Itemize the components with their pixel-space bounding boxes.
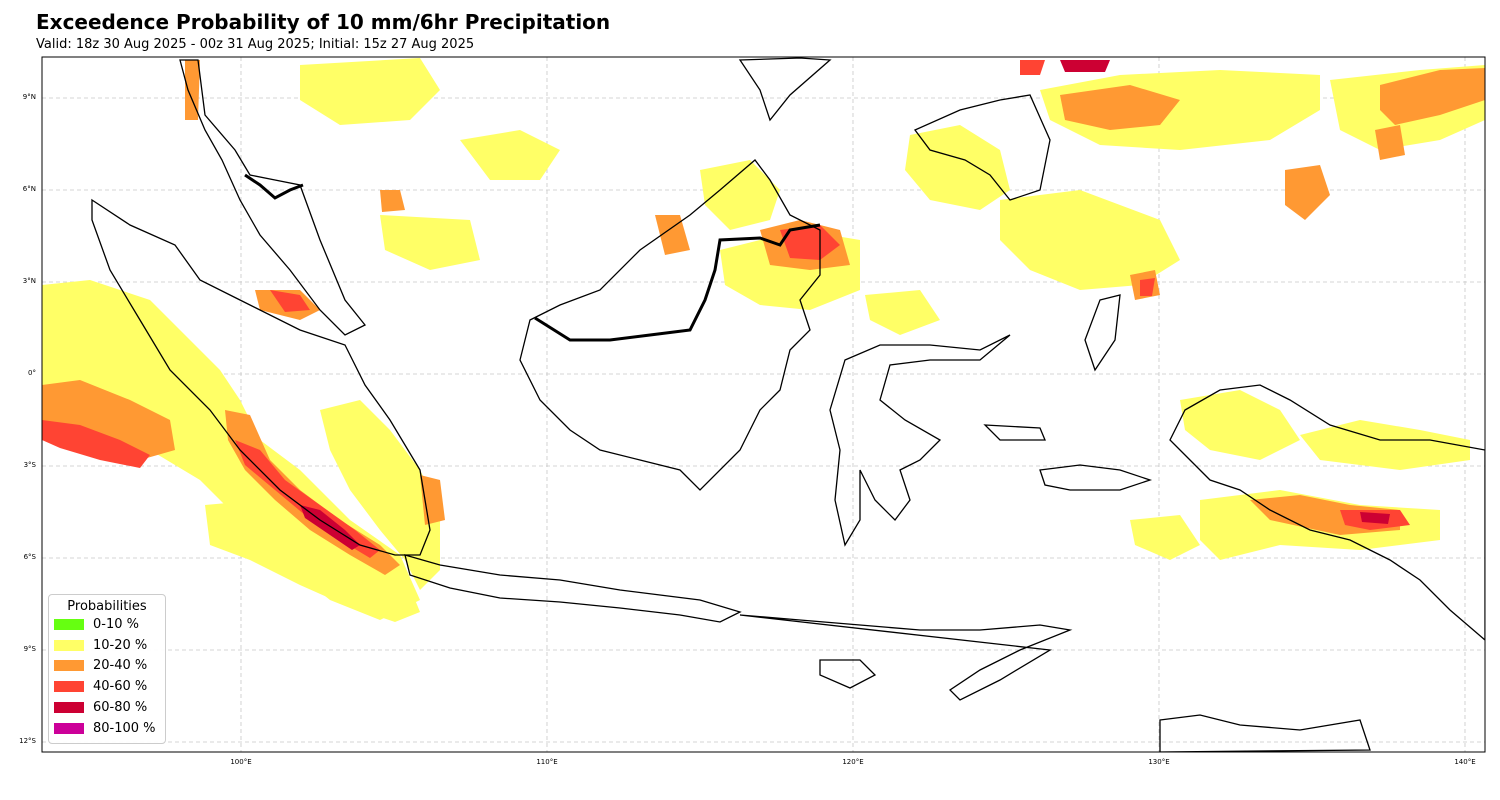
prob-area-10-20 (905, 125, 1010, 210)
border-thailand-malaysia (244, 173, 304, 200)
legend-item: 80-100 % (49, 718, 165, 739)
prob-area-10-20 (300, 58, 440, 125)
legend-label: 10-20 % (93, 637, 148, 653)
coastline-sulawesi (829, 334, 1011, 547)
legend-swatch (54, 681, 84, 693)
legend-swatch (54, 722, 84, 734)
coastline-malay-peninsula (179, 59, 367, 336)
prob-area-40-60 (235, 440, 380, 558)
lon-label-110e: 110°E (536, 758, 558, 766)
prob-area-20-40 (420, 475, 445, 525)
legend: Probabilities 0-10 % 10-20 % 20-40 % 40-… (48, 594, 166, 744)
prob-area-10-20 (380, 215, 480, 270)
coastline-borneo (519, 159, 821, 491)
lat-label-3n: 3°N (22, 277, 36, 285)
prob-area-20-40 (1380, 68, 1485, 125)
lon-label-140e: 140°E (1454, 758, 1476, 766)
prob-area-20-40 (380, 190, 405, 212)
borders (244, 173, 821, 342)
map-frame (41, 56, 1486, 753)
lat-label-9n: 9°N (22, 93, 36, 101)
prob-area-40-60 (1140, 278, 1155, 296)
probability-field (42, 58, 1485, 622)
prob-area-20-40 (1060, 85, 1180, 130)
legend-title: Probabilities (67, 599, 147, 614)
prob-area-40-60 (780, 225, 840, 260)
prob-area-10-20 (205, 500, 420, 622)
lat-label-12s: 12°S (19, 737, 36, 745)
legend-swatch (54, 660, 84, 672)
legend-label: 40-60 % (93, 679, 148, 695)
prob-area-10-20 (460, 130, 560, 180)
lon-label-120e: 120°E (842, 758, 864, 766)
prob-area-20-40 (1375, 125, 1405, 160)
legend-swatch (54, 618, 84, 630)
map-title: Exceedence Probability of 10 mm/6hr Prec… (36, 10, 611, 34)
lon-label-100e: 100°E (230, 758, 252, 766)
legend-item: 60-80 % (49, 697, 165, 718)
prob-area-20-40 (1285, 165, 1330, 220)
lat-label-6n: 6°N (22, 185, 36, 193)
coastline-philippines-north (738, 57, 832, 122)
legend-swatch (54, 639, 84, 651)
map-subtitle: Valid: 18z 30 Aug 2025 - 00z 31 Aug 2025… (36, 37, 475, 52)
legend-label: 20-40 % (93, 658, 148, 674)
legend-item: 20-40 % (49, 656, 165, 677)
legend-item: 10-20 % (49, 635, 165, 656)
legend-label: 60-80 % (93, 700, 148, 716)
coastlines (91, 57, 1485, 752)
prob-area-10-20 (1180, 390, 1300, 460)
prob-area-10-20 (1000, 190, 1180, 290)
border-kalimantan-malaysia (534, 223, 821, 342)
prob-area-60-80 (1060, 60, 1110, 72)
prob-area-10-20 (320, 400, 440, 590)
lat-label-9s: 9°S (23, 645, 36, 653)
prob-area-10-20 (1130, 515, 1200, 560)
legend-label: 0-10 % (93, 616, 139, 632)
prob-area-20-40 (655, 215, 690, 255)
coastline-java (404, 554, 742, 623)
prob-area-10-20 (865, 290, 940, 335)
prob-area-60-80 (1360, 512, 1390, 524)
coastline-halmahera (1084, 294, 1121, 372)
coastline-sumba (819, 659, 877, 689)
lat-label-0: 0° (28, 369, 36, 377)
lat-label-6s: 6°S (23, 553, 36, 561)
coastline-buru (983, 424, 1046, 441)
prob-area-40-60 (1020, 60, 1045, 75)
coastline-mindanao (913, 94, 1051, 201)
coastline-sumatra (91, 198, 431, 556)
legend-label: 80-100 % (93, 720, 156, 736)
coastline-seram (1039, 464, 1153, 491)
prob-area-20-40 (185, 60, 200, 120)
legend-item: 40-60 % (49, 676, 165, 697)
prob-area-40-60 (42, 420, 150, 468)
lat-label-3s: 3°S (23, 461, 36, 469)
legend-item: 0-10 % (49, 614, 165, 635)
prob-area-40-60 (270, 290, 310, 312)
prob-area-10-20 (700, 160, 780, 230)
lon-label-130e: 130°E (1148, 758, 1170, 766)
coastline-new-guinea (1169, 384, 1485, 641)
legend-swatch (54, 702, 84, 714)
prob-area-10-20 (1300, 420, 1470, 470)
coastline-lesser-sunda (739, 614, 1073, 701)
